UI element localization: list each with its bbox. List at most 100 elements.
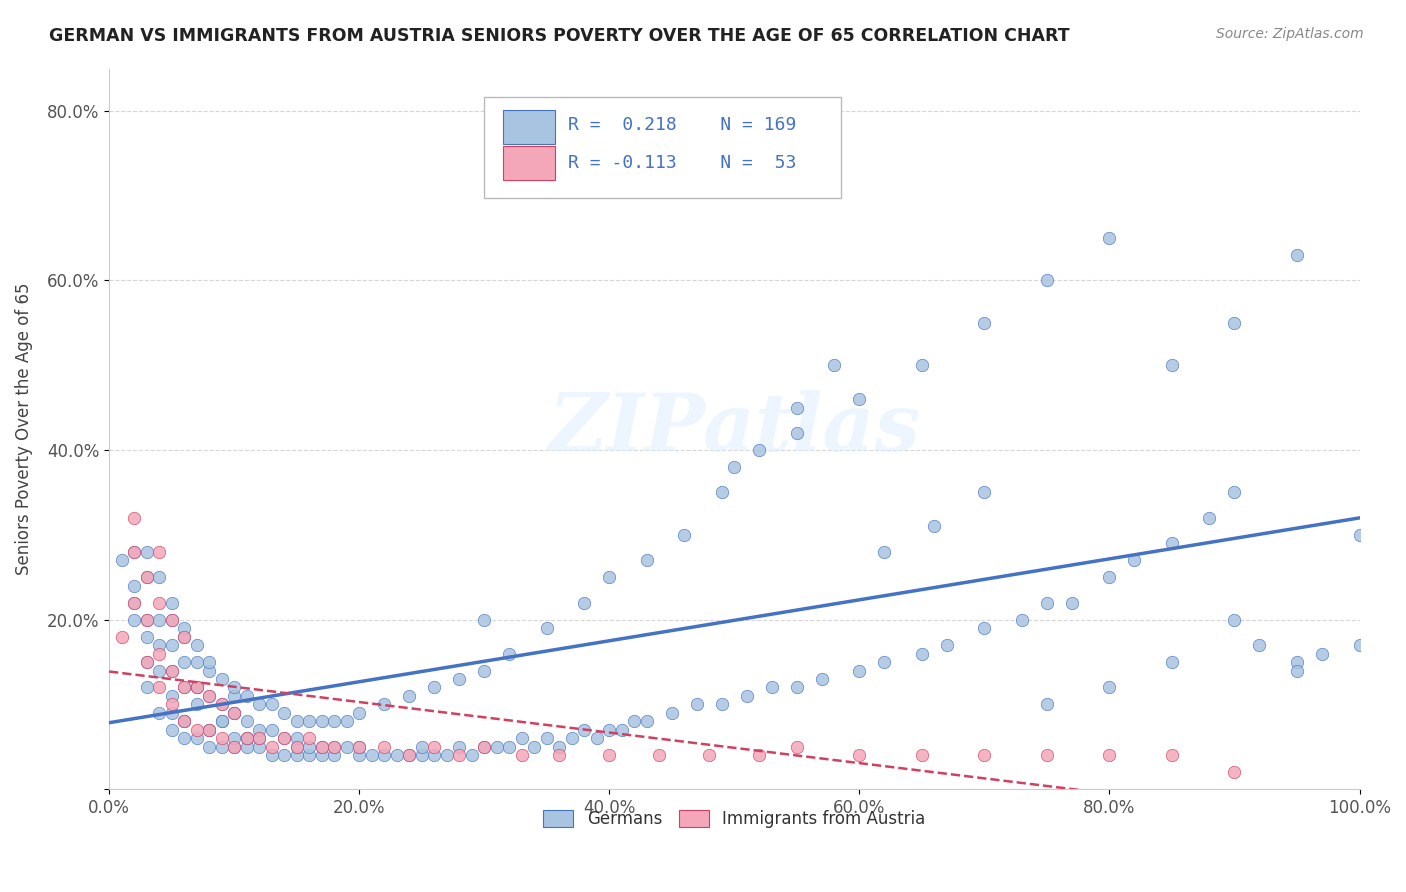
Point xyxy=(811,672,834,686)
Point xyxy=(498,647,520,661)
Point xyxy=(173,714,195,729)
Point xyxy=(285,714,308,729)
Point xyxy=(211,698,233,712)
Point xyxy=(148,706,170,720)
Point xyxy=(1223,765,1246,780)
Point xyxy=(485,739,508,754)
Point xyxy=(311,714,333,729)
Point xyxy=(173,714,195,729)
Point xyxy=(449,739,471,754)
Point xyxy=(1198,511,1220,525)
Point xyxy=(311,739,333,754)
Point xyxy=(636,714,658,729)
Point xyxy=(173,681,195,695)
Point xyxy=(135,630,157,644)
Point xyxy=(247,739,270,754)
Point xyxy=(373,698,395,712)
FancyBboxPatch shape xyxy=(503,145,555,180)
Point xyxy=(585,731,607,746)
Point xyxy=(148,545,170,559)
Point xyxy=(198,723,221,737)
Point xyxy=(548,739,571,754)
Point xyxy=(273,731,295,746)
Point xyxy=(135,655,157,669)
Point xyxy=(472,613,495,627)
Point xyxy=(1161,536,1184,550)
Text: GERMAN VS IMMIGRANTS FROM AUSTRIA SENIORS POVERTY OVER THE AGE OF 65 CORRELATION: GERMAN VS IMMIGRANTS FROM AUSTRIA SENIOR… xyxy=(49,27,1070,45)
Point xyxy=(148,664,170,678)
Point xyxy=(786,681,808,695)
Point xyxy=(461,748,484,763)
Point xyxy=(498,739,520,754)
Point xyxy=(135,613,157,627)
Point xyxy=(311,739,333,754)
Point xyxy=(135,545,157,559)
Point xyxy=(598,748,620,763)
Point xyxy=(224,706,246,720)
Point xyxy=(935,638,957,652)
Point xyxy=(710,698,733,712)
Point xyxy=(285,739,308,754)
Point xyxy=(160,706,183,720)
Point xyxy=(1098,570,1121,584)
Point xyxy=(235,739,257,754)
Point xyxy=(1060,596,1083,610)
Point xyxy=(661,706,683,720)
Point xyxy=(449,672,471,686)
Point xyxy=(160,664,183,678)
Point xyxy=(536,731,558,746)
Point xyxy=(748,443,770,458)
Point xyxy=(135,570,157,584)
Point xyxy=(748,748,770,763)
Point xyxy=(548,748,571,763)
Point xyxy=(160,613,183,627)
Point xyxy=(173,621,195,635)
Point xyxy=(472,739,495,754)
Point xyxy=(1285,655,1308,669)
Point xyxy=(1348,528,1371,542)
Point xyxy=(973,748,995,763)
Point xyxy=(186,723,208,737)
Point xyxy=(1011,613,1033,627)
Point xyxy=(1036,273,1059,287)
Point xyxy=(160,613,183,627)
Point xyxy=(385,748,408,763)
Point xyxy=(122,511,145,525)
Text: ZIPatlas: ZIPatlas xyxy=(548,390,921,467)
Point xyxy=(786,739,808,754)
Point xyxy=(848,392,870,407)
Point xyxy=(598,570,620,584)
Point xyxy=(1223,316,1246,330)
Point xyxy=(423,739,446,754)
Point xyxy=(411,739,433,754)
Point xyxy=(347,706,370,720)
Y-axis label: Seniors Poverty Over the Age of 65: Seniors Poverty Over the Age of 65 xyxy=(15,283,32,575)
Point xyxy=(873,545,896,559)
Point xyxy=(786,401,808,415)
Point xyxy=(260,723,283,737)
Point xyxy=(398,748,420,763)
Point xyxy=(761,681,783,695)
Point xyxy=(160,723,183,737)
Point xyxy=(1249,638,1271,652)
Point xyxy=(298,714,321,729)
Point xyxy=(135,655,157,669)
Point xyxy=(247,731,270,746)
Point xyxy=(160,638,183,652)
Point xyxy=(911,647,934,661)
Point xyxy=(1161,655,1184,669)
Point xyxy=(574,596,596,610)
Point xyxy=(260,748,283,763)
Point xyxy=(235,714,257,729)
Point xyxy=(1098,748,1121,763)
Point xyxy=(122,579,145,593)
Point xyxy=(186,731,208,746)
Point xyxy=(198,664,221,678)
Point xyxy=(211,739,233,754)
Point xyxy=(723,460,745,475)
Point xyxy=(1036,748,1059,763)
Point xyxy=(211,672,233,686)
Point xyxy=(198,655,221,669)
Point xyxy=(198,739,221,754)
Point xyxy=(122,545,145,559)
